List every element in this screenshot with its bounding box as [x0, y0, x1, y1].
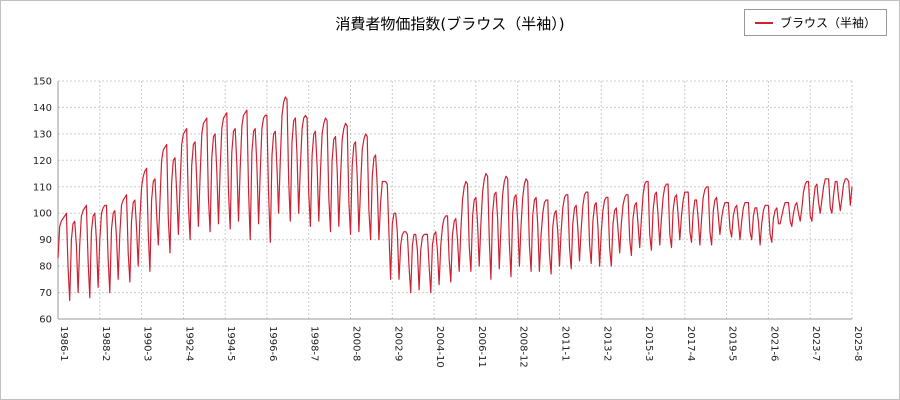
chart-title: 消費者物価指数(ブラウス（半袖）) — [335, 15, 565, 33]
svg-text:2015-3: 2015-3 — [643, 326, 654, 361]
x-axis-labels: 1986-1 1988-2 1990-3 1992-4 1994-5 1996-6 1998… — [58, 326, 863, 368]
svg-text:2004-10: 2004-10 — [434, 326, 445, 368]
legend-label: ブラウス（半袖） — [779, 16, 876, 30]
svg-text:100: 100 — [33, 209, 52, 220]
svg-text:110: 110 — [33, 182, 52, 193]
svg-text:70: 70 — [39, 288, 52, 299]
svg-text:2006-11: 2006-11 — [476, 326, 487, 368]
svg-text:2000-8: 2000-8 — [351, 326, 362, 361]
svg-text:90: 90 — [39, 235, 52, 246]
axes — [57, 81, 852, 320]
svg-text:80: 80 — [39, 262, 52, 273]
y-axis-labels: 60 70 80 90 100 110 120 130 140 150 — [33, 77, 52, 326]
legend: ブラウス（半袖） — [743, 9, 887, 36]
svg-text:1998-7: 1998-7 — [309, 326, 320, 361]
svg-text:2019-5: 2019-5 — [727, 326, 738, 361]
svg-text:1992-4: 1992-4 — [183, 326, 194, 361]
svg-text:130: 130 — [33, 129, 52, 140]
svg-text:2017-4: 2017-4 — [685, 326, 696, 361]
svg-text:140: 140 — [33, 103, 52, 114]
svg-text:1986-1: 1986-1 — [58, 326, 69, 361]
svg-text:1996-6: 1996-6 — [267, 326, 278, 361]
svg-text:2008-12: 2008-12 — [518, 326, 529, 368]
svg-text:1990-3: 1990-3 — [142, 326, 153, 361]
svg-text:1994-5: 1994-5 — [225, 326, 236, 361]
svg-text:2011-1: 2011-1 — [560, 326, 571, 361]
svg-text:2025-8: 2025-8 — [852, 326, 863, 361]
svg-text:2021-6: 2021-6 — [768, 326, 779, 361]
series-line — [57, 96, 853, 302]
svg-text:2002-9: 2002-9 — [392, 326, 403, 361]
svg-text:2023-7: 2023-7 — [810, 326, 821, 361]
legend-line-icon — [754, 21, 773, 24]
svg-text:120: 120 — [33, 156, 52, 167]
svg-text:1988-2: 1988-2 — [100, 326, 111, 361]
svg-text:150: 150 — [33, 77, 52, 88]
svg-text:60: 60 — [39, 315, 52, 326]
svg-text:2013-2: 2013-2 — [601, 326, 612, 361]
